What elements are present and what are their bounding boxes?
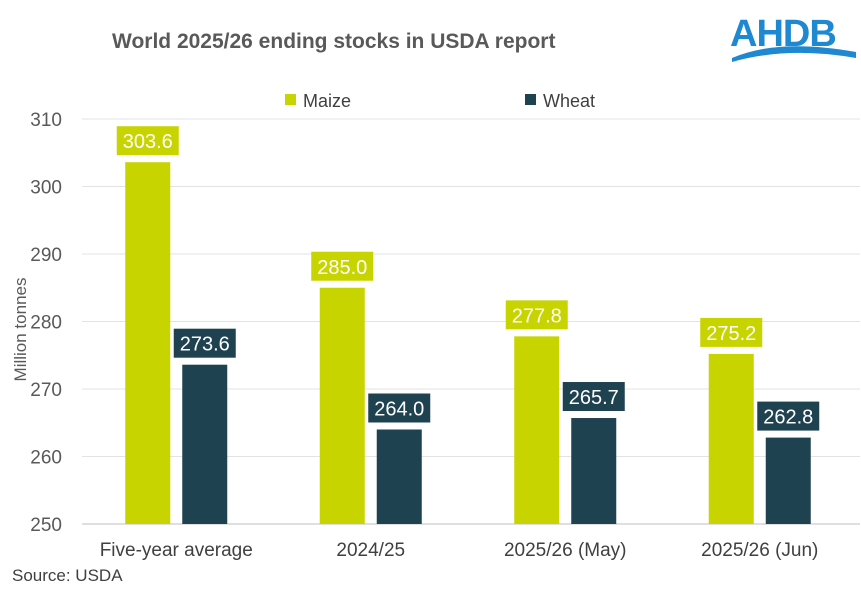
x-tick-label: 2025/26 (May)	[504, 540, 627, 561]
data-label-bg	[116, 126, 179, 156]
bar-maize	[514, 336, 560, 524]
bar-maize	[125, 162, 171, 524]
bar-wheat	[376, 429, 422, 524]
legend-label-wheat: Wheat	[543, 91, 595, 111]
data-label-bg	[368, 393, 431, 423]
data-label-bg	[311, 251, 374, 281]
y-tick-label: 250	[30, 515, 62, 536]
ahdb-logo: AHDB	[728, 8, 858, 73]
data-label: 277.8	[512, 305, 562, 327]
bar-wheat	[571, 418, 617, 524]
data-label-bg	[757, 401, 820, 431]
data-label-bg	[505, 300, 568, 330]
legend-swatch-wheat	[525, 94, 536, 105]
legend-label-maize: Maize	[303, 91, 351, 111]
y-tick-label: 310	[30, 110, 62, 131]
legend-swatch-maize	[285, 94, 296, 105]
data-label: 262.8	[763, 407, 813, 429]
y-axis-label: Million tonnes	[11, 278, 30, 382]
data-label-bg	[700, 317, 763, 347]
data-label: 273.6	[180, 334, 230, 356]
bar-wheat	[765, 437, 811, 524]
source-note: Source: USDA	[12, 566, 123, 585]
data-label: 285.0	[317, 257, 367, 279]
y-tick-label: 290	[30, 245, 62, 266]
x-tick-label: Five-year average	[100, 540, 253, 561]
bar-maize	[319, 287, 365, 524]
y-tick-label: 270	[30, 380, 62, 401]
chart-title: World 2025/26 ending stocks in USDA repo…	[112, 30, 556, 53]
bar-maize	[708, 353, 754, 524]
bar-wheat	[182, 364, 228, 524]
y-tick-label: 300	[30, 178, 62, 199]
x-tick-label: 2024/25	[336, 540, 405, 561]
data-label: 275.2	[706, 323, 756, 345]
data-label: 264.0	[374, 399, 424, 421]
data-label-bg	[173, 328, 236, 358]
data-label: 303.6	[123, 131, 173, 153]
data-label-bg	[562, 382, 625, 412]
x-tick-label: 2025/26 (Jun)	[701, 540, 818, 561]
y-tick-label: 260	[30, 448, 62, 469]
y-tick-label: 280	[30, 313, 62, 334]
data-label: 265.7	[569, 387, 619, 409]
